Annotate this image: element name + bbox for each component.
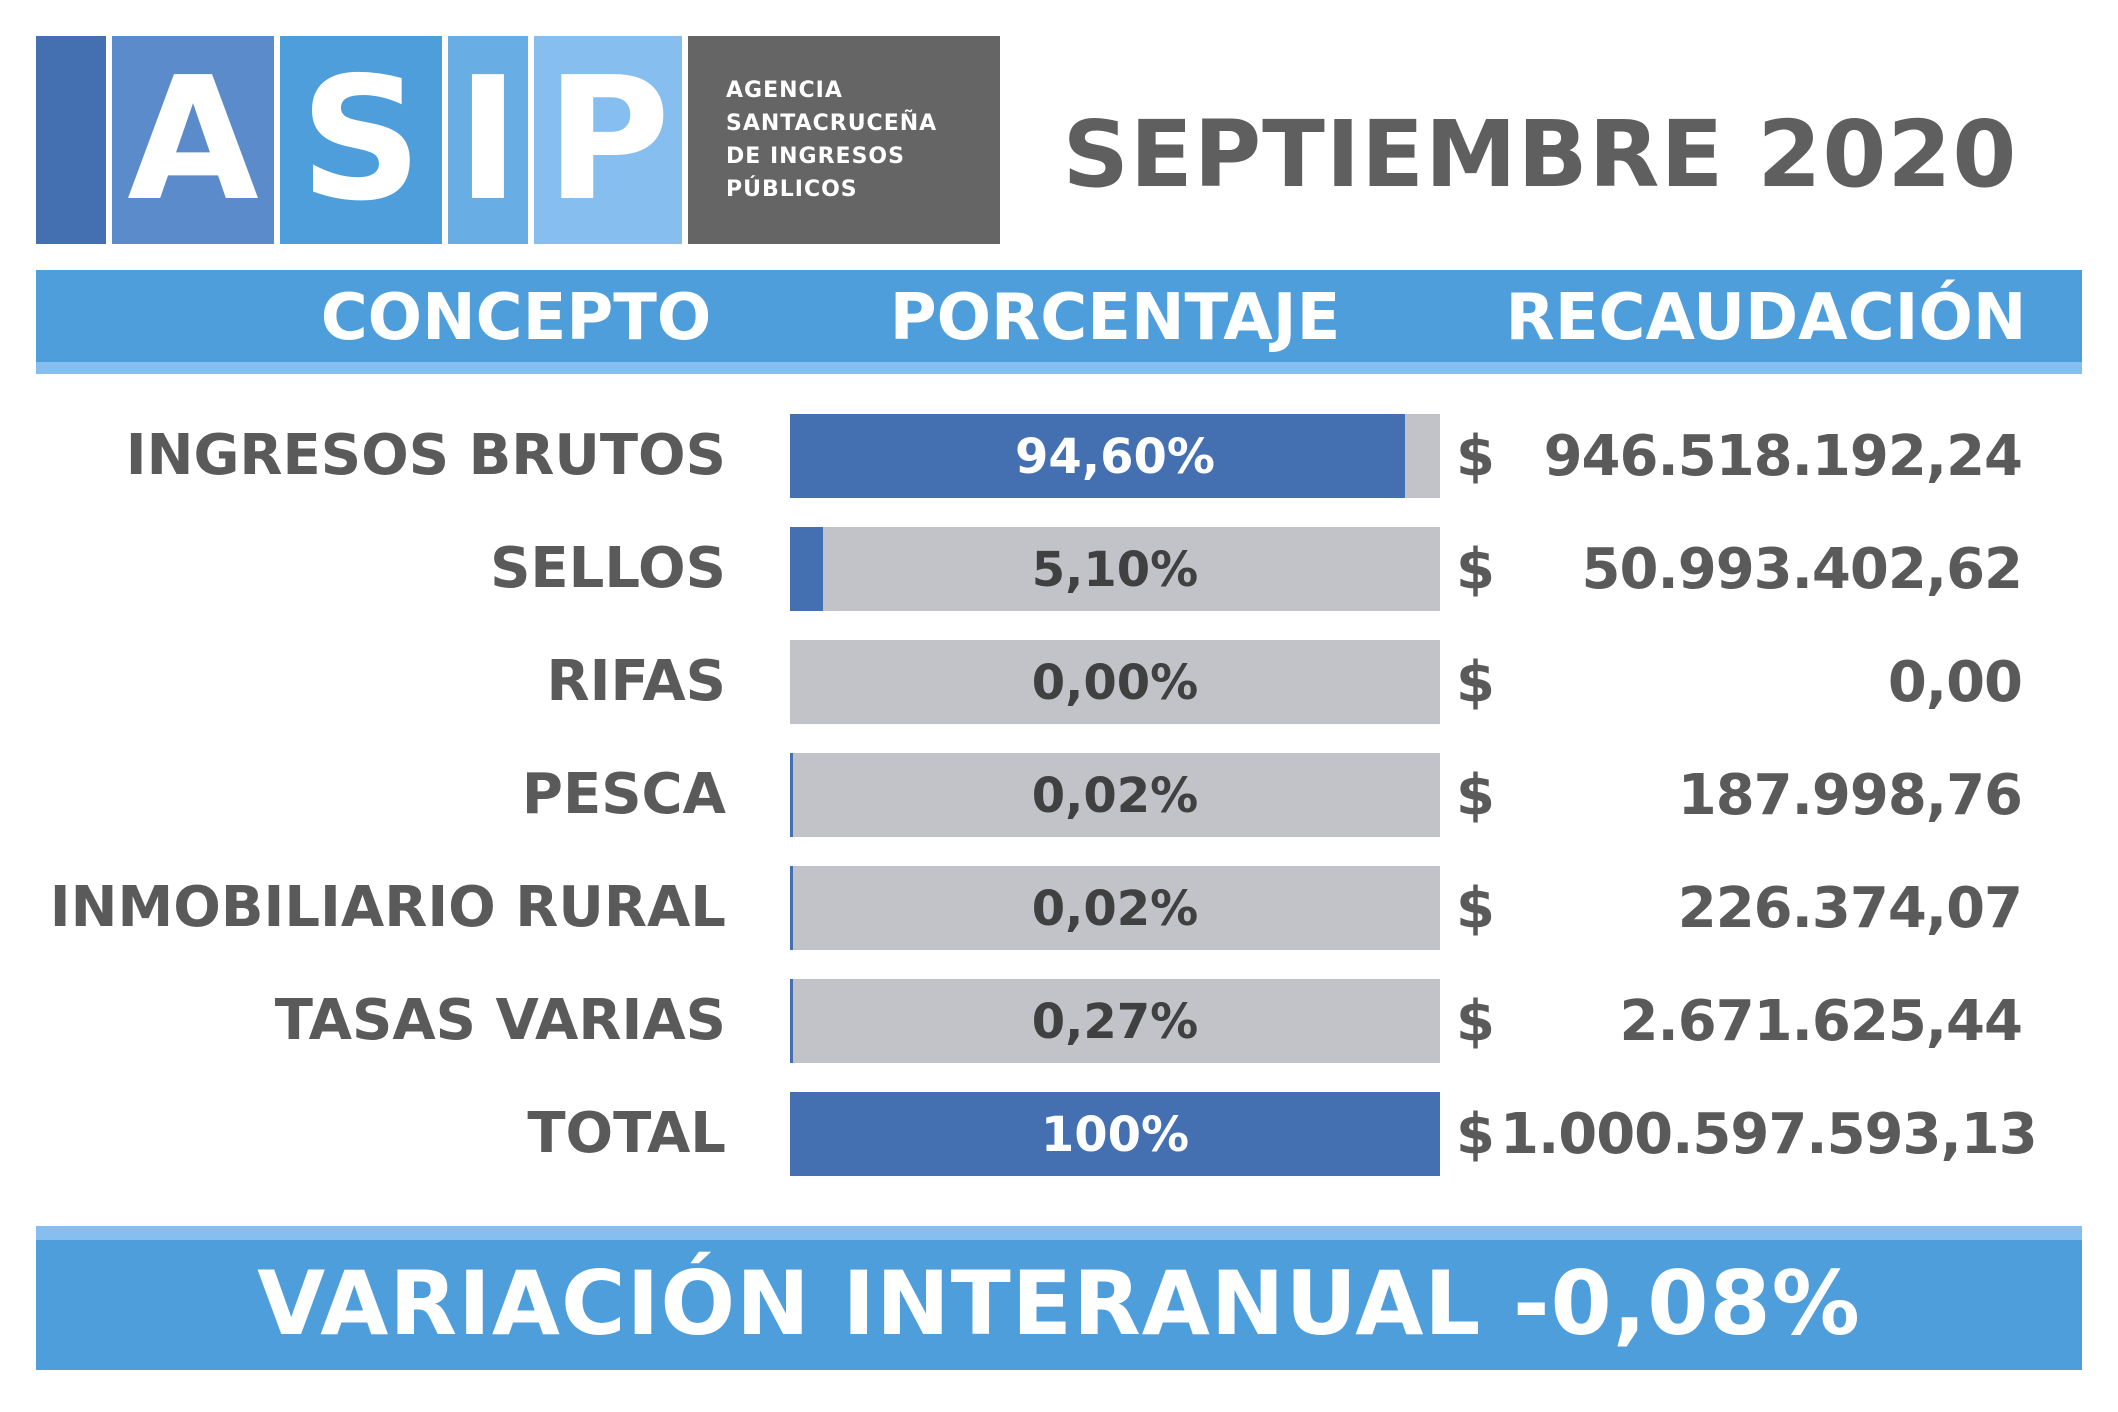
- column-header-band: CONCEPTO PORCENTAJE RECAUDACIÓN: [36, 270, 2082, 374]
- amount-value: 2.671.625,44: [1619, 989, 2023, 1054]
- bar-value-label: 0,02%: [1031, 768, 1199, 824]
- bar: [790, 527, 824, 611]
- bar-value-label: 94,60%: [1015, 429, 1215, 485]
- bar: [790, 753, 793, 837]
- year-over-year-variation: VARIACIÓN INTERANUAL -0,08%: [36, 1226, 2082, 1370]
- logo-text-line: SANTACRUCEÑA: [726, 111, 938, 136]
- bar-value-label: 5,10%: [1031, 542, 1199, 598]
- amount-value: 1.000.597.593,13: [1500, 1102, 2038, 1167]
- bar-value-label: 0,02%: [1031, 881, 1199, 937]
- logo-letter-i: I: [448, 36, 528, 244]
- logo-text-line: AGENCIA: [726, 78, 843, 103]
- bar-track: 0,02%: [790, 866, 1440, 950]
- asip-logo: A S I P AGENCIA SANTACRUCEÑA DE INGRESOS…: [36, 36, 1000, 244]
- bar-value-label: 0,00%: [1031, 655, 1199, 711]
- bar-track: 100%: [790, 1092, 1440, 1176]
- row-label: SELLOS: [490, 536, 726, 601]
- bar: [790, 414, 1405, 498]
- bar-value-label: 100%: [1040, 1107, 1190, 1163]
- row-label: PESCA: [521, 762, 726, 827]
- logo-text-line: DE INGRESOS: [726, 144, 905, 169]
- column-header-collection: RECAUDACIÓN: [1505, 281, 2027, 355]
- column-header-percentage: PORCENTAJE: [889, 281, 1341, 355]
- currency-symbol: $: [1456, 537, 1495, 602]
- currency-symbol: $: [1456, 424, 1495, 489]
- currency-symbol: $: [1456, 650, 1495, 715]
- bar-track: 0,27%: [790, 979, 1440, 1063]
- logo-text-line: PÚBLICOS: [726, 177, 858, 202]
- bar-track: 0,02%: [790, 753, 1440, 837]
- bar-track: 94,60%: [790, 414, 1440, 498]
- bar-track: 5,10%: [790, 527, 1440, 611]
- logo-agency-name: AGENCIA SANTACRUCEÑA DE INGRESOS PÚBLICO…: [688, 36, 1000, 244]
- currency-symbol: $: [1456, 989, 1495, 1054]
- page-title: SEPTIEMBRE 2020: [1062, 101, 2018, 208]
- logo-letter-p: P: [534, 36, 682, 244]
- bar-value-label: 0,27%: [1031, 994, 1199, 1050]
- row-label: INMOBILIARIO RURAL: [49, 875, 726, 940]
- bar: [790, 979, 793, 1063]
- bar: [790, 1092, 1440, 1176]
- amount-value: 226.374,07: [1677, 876, 2023, 941]
- logo-stripe: [36, 36, 106, 244]
- currency-symbol: $: [1456, 1102, 1495, 1167]
- bar: [790, 866, 793, 950]
- currency-symbol: $: [1456, 876, 1495, 941]
- row-label: TASAS VARIAS: [274, 988, 726, 1053]
- row-label: TOTAL: [527, 1101, 726, 1166]
- logo-letter-a: A: [112, 36, 274, 244]
- logo-letter-s: S: [280, 36, 442, 244]
- amount-value: 946.518.192,24: [1543, 424, 2023, 489]
- amount-value: 187.998,76: [1677, 763, 2023, 828]
- currency-symbol: $: [1456, 763, 1495, 828]
- bar-track: 0,00%: [790, 640, 1440, 724]
- amount-value: 0,00: [1887, 650, 2023, 715]
- amount-value: 50.993.402,62: [1581, 537, 2023, 602]
- column-header-concept: CONCEPTO: [320, 281, 712, 355]
- row-label: INGRESOS BRUTOS: [125, 423, 726, 488]
- row-label: RIFAS: [546, 649, 726, 714]
